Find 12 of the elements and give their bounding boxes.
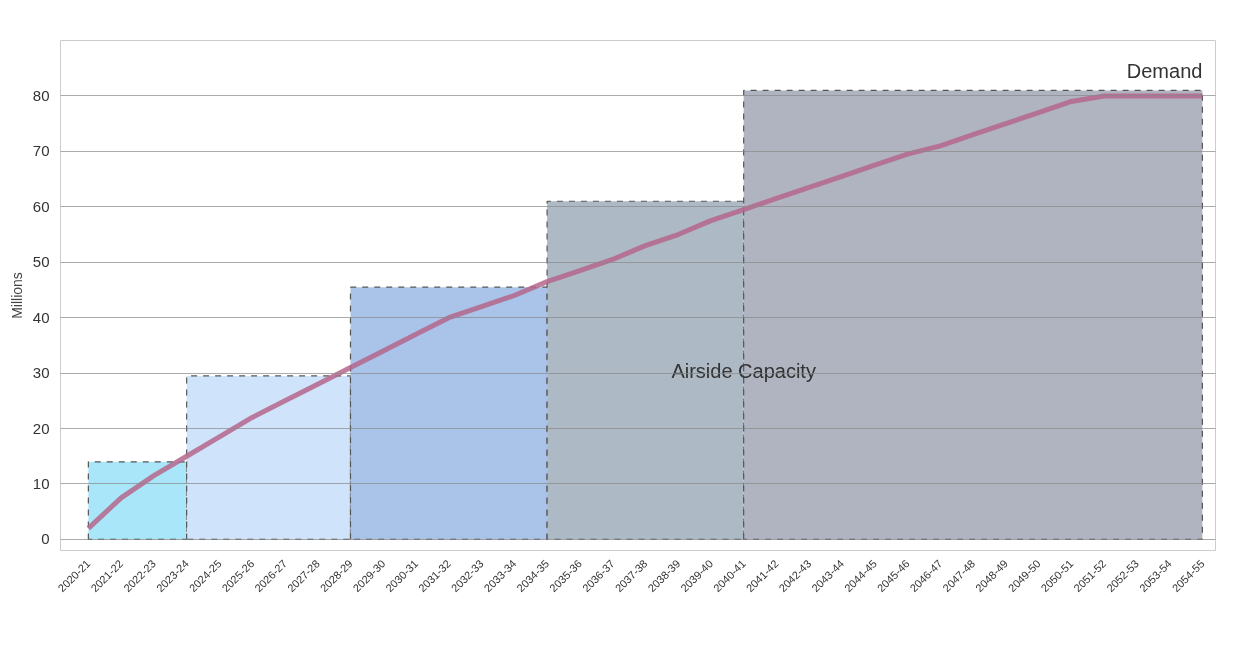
y-tick-label: 60 bbox=[32, 197, 50, 215]
y-tick-label: 70 bbox=[32, 142, 50, 160]
y-tick-label: 0 bbox=[41, 530, 50, 548]
y-axis-title: Millions bbox=[8, 272, 25, 319]
series-label: Airside Capacity bbox=[671, 360, 816, 383]
y-tick-label: 10 bbox=[32, 474, 50, 492]
y-tick-label: 30 bbox=[32, 364, 50, 382]
y-tick-label: 20 bbox=[32, 419, 50, 437]
series-label: Demand bbox=[1126, 59, 1203, 82]
y-tick-label: 80 bbox=[32, 86, 50, 104]
y-tick-label: 50 bbox=[32, 253, 50, 271]
y-tick-label: 40 bbox=[32, 308, 50, 326]
